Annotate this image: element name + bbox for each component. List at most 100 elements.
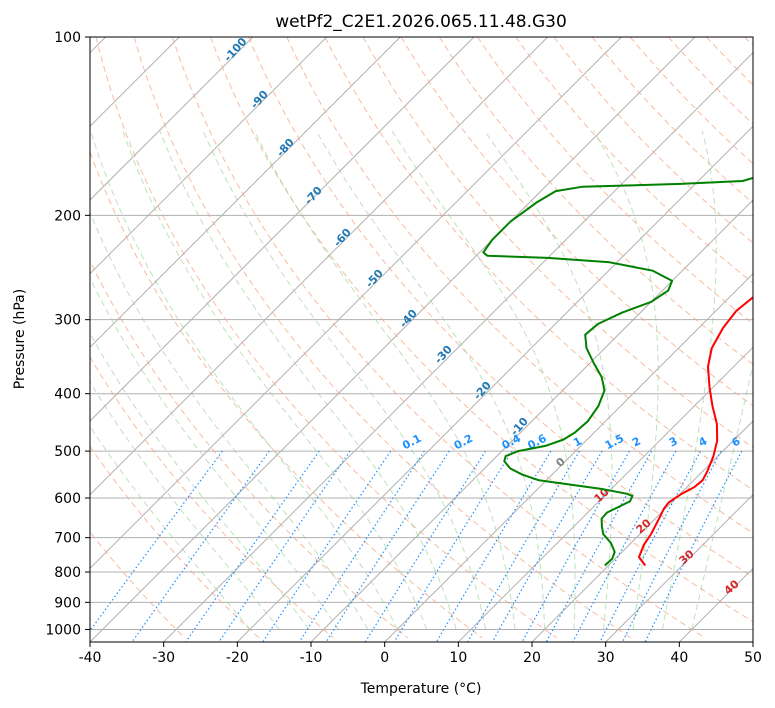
mixing-ratio-line <box>644 450 743 642</box>
isotherm-line <box>752 641 753 642</box>
mixing-ratio-label: 8 <box>759 434 772 449</box>
mixing-ratio-line <box>90 450 223 632</box>
dry-adiabat-line <box>210 37 753 623</box>
isotherm-label: -70 <box>302 184 325 208</box>
dry-adiabat-line <box>90 531 185 639</box>
isotherm-line <box>678 567 753 642</box>
mixing-ratio-line <box>185 450 320 642</box>
isotherm-label: -20 <box>471 379 494 403</box>
plot-frame <box>89 36 754 643</box>
y-tick-label: 500 <box>54 444 81 460</box>
isotherm-line <box>384 272 753 642</box>
dry-adiabat-line <box>171 37 706 639</box>
dewpoint-line <box>482 176 753 567</box>
mixing-ratio-line <box>131 450 270 642</box>
y-tick-label: 200 <box>54 208 81 224</box>
y-tick-label: 400 <box>54 387 81 403</box>
moist-adiabat-line <box>593 130 659 630</box>
y-tick-label: 800 <box>54 565 81 581</box>
x-tick-label: -30 <box>152 650 175 666</box>
isotherm-line <box>90 37 549 496</box>
isotherm-label: -30 <box>432 343 455 367</box>
moist-adiabat-line <box>159 130 457 630</box>
dry-adiabat-line <box>90 445 260 639</box>
isotherm-line <box>90 37 254 201</box>
mixing-ratio-line <box>491 450 603 642</box>
isotherm-line <box>236 125 753 642</box>
dry-adiabat-line <box>477 37 753 325</box>
dry-adiabat-line <box>248 37 753 578</box>
mixing-ratio-line <box>621 450 722 642</box>
line-labels: 0.10.20.40.611.52346810131620253036-100-… <box>221 35 772 597</box>
background-lines <box>90 37 753 642</box>
dry-adiabat-line <box>438 37 753 365</box>
dry-adiabat-line <box>515 37 753 284</box>
temperature-line <box>638 296 753 567</box>
isotherm-line <box>605 493 753 642</box>
mixing-ratio-line <box>262 450 392 642</box>
moist-adiabat-line <box>661 130 717 630</box>
isotherm-line <box>531 420 753 642</box>
isotherm-line <box>457 346 753 642</box>
isotherm-line <box>90 37 696 642</box>
isotherm-line <box>90 37 622 570</box>
y-tick-label: 700 <box>54 531 81 547</box>
moist-adiabat-line <box>122 130 428 630</box>
chart-title: wetPf2_C2E1.2026.065.11.48.G30 <box>275 12 567 32</box>
isotherm-label-positive: 40 <box>722 577 742 597</box>
isotherm-line <box>90 37 401 349</box>
moist-adiabat-line <box>315 130 546 630</box>
moist-adiabat-line <box>484 130 613 630</box>
y-tick-label: 1000 <box>45 622 81 638</box>
moist-adiabat-line <box>90 130 398 630</box>
x-tick-label: -40 <box>79 650 102 666</box>
mixing-ratio-line <box>572 450 677 642</box>
moist-adiabat-line <box>202 130 487 630</box>
mixing-ratio-line <box>393 450 513 642</box>
mixing-ratio-label: 3 <box>667 434 680 449</box>
moist-adiabat-line <box>90 211 369 630</box>
mixing-ratio-line <box>599 450 702 642</box>
isotherm-line <box>90 37 475 422</box>
isotherm-label-positive: 30 <box>677 547 697 567</box>
dry-adiabat-line <box>400 37 753 407</box>
moist-adiabat-line <box>90 276 339 630</box>
moist-adiabat-line <box>691 362 753 630</box>
dry-adiabat-line <box>133 37 631 639</box>
mixing-ratio-label: 1.5 <box>603 432 626 453</box>
x-tick-label: 30 <box>597 650 615 666</box>
y-axis-label: Pressure (hPa) <box>12 289 28 389</box>
isotherm-label: -100 <box>221 35 249 64</box>
dry-adiabat-line <box>591 37 753 204</box>
moist-adiabat-line <box>90 381 280 630</box>
dry-adiabat-line <box>286 37 753 534</box>
axes: -40 -30 -20 -10 0 10 20 30 40 5010020030040050060… <box>45 30 762 666</box>
dry-adiabat-line <box>324 37 753 491</box>
dry-adiabat-line <box>90 259 408 639</box>
isotherm-line <box>90 37 328 275</box>
mixing-ratio-label: 6 <box>730 434 743 449</box>
x-tick-label: 40 <box>670 650 688 666</box>
mixing-ratio-line <box>466 450 580 642</box>
mixing-ratio-label: 0.1 <box>400 432 423 453</box>
x-tick-label: 50 <box>744 650 762 666</box>
y-tick-label: 100 <box>54 30 81 46</box>
y-tick-label: 300 <box>54 313 81 329</box>
dry-adiabat-line <box>90 150 483 639</box>
dry-adiabat-line <box>553 37 753 244</box>
dry-adiabat-line <box>362 37 753 449</box>
x-tick-label: 20 <box>523 650 541 666</box>
x-tick-label: -10 <box>300 650 323 666</box>
mixing-ratio-label: 1 <box>571 434 584 449</box>
mixing-ratio-line <box>218 450 351 642</box>
dry-adiabat-line <box>668 37 753 125</box>
mixing-ratio-line <box>298 450 425 642</box>
isotherm-label: -60 <box>331 226 354 250</box>
mixing-ratio-line <box>364 450 486 642</box>
isotherm-label: -40 <box>397 307 420 331</box>
isotherm-label: -90 <box>248 88 271 112</box>
moist-adiabat-line <box>90 425 251 630</box>
isotherm-line <box>163 51 753 642</box>
mixing-ratio-line <box>435 450 552 642</box>
